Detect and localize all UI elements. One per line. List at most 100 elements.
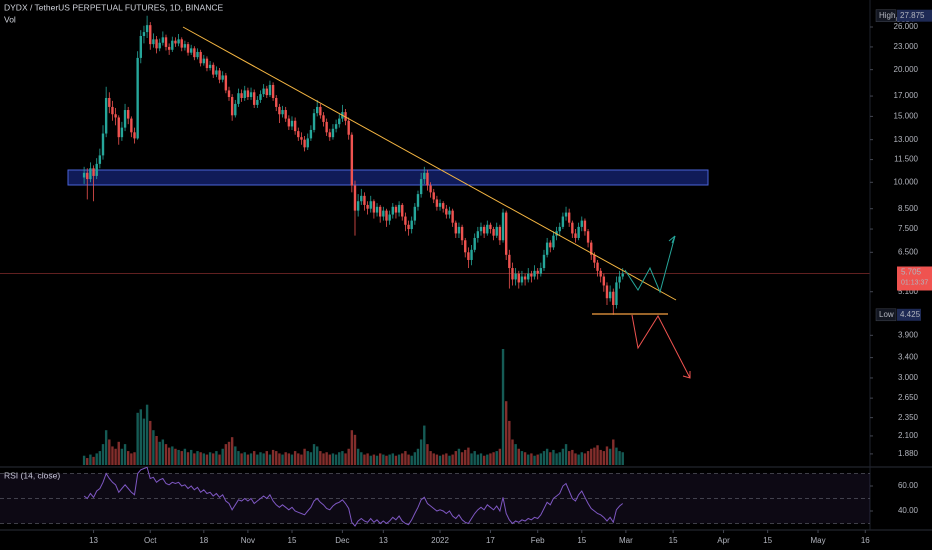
- candle-body: [145, 25, 149, 33]
- volume-bar: [199, 452, 202, 465]
- candle-body: [536, 270, 539, 274]
- volume-bar: [486, 454, 489, 465]
- candle-body: [227, 90, 231, 98]
- y-tick-label: 2.350: [898, 413, 919, 422]
- candle-body: [252, 92, 256, 105]
- low-value: 4.425: [900, 310, 921, 319]
- candle-body: [514, 273, 517, 280]
- volume-bar: [101, 444, 105, 465]
- candle-body: [530, 273, 533, 277]
- volume-bar: [394, 455, 398, 465]
- x-tick-label: Feb: [531, 536, 545, 545]
- x-tick-label: 15: [577, 536, 586, 545]
- candle-body: [366, 204, 369, 209]
- high-tag-label: High: [879, 11, 895, 20]
- candle-body: [243, 90, 246, 98]
- candle-body: [574, 233, 577, 238]
- volume-bar: [517, 448, 520, 465]
- x-tick-label: 17: [486, 536, 495, 545]
- volume-bar: [426, 444, 429, 465]
- volume-bar: [438, 455, 442, 465]
- candle-body: [183, 44, 187, 48]
- candle-body: [571, 222, 574, 234]
- volume-bar: [391, 453, 394, 465]
- volume-bar: [334, 454, 338, 465]
- volume-bar: [413, 452, 417, 465]
- high-value: 27.875: [900, 11, 925, 20]
- x-tick-label: 15: [288, 536, 297, 545]
- trend-line: [182, 26, 677, 301]
- candle-body: [353, 185, 357, 211]
- y-tick-label: 26.000: [894, 22, 919, 31]
- candle-body: [564, 212, 568, 217]
- candle-body: [608, 291, 612, 299]
- candle-body: [275, 97, 278, 107]
- volume-bar: [309, 452, 313, 465]
- candle-body: [334, 124, 338, 129]
- candle-body: [174, 40, 177, 44]
- volume-bar: [378, 453, 382, 465]
- volume-bar: [423, 425, 426, 465]
- volume-bar: [338, 452, 341, 465]
- volume-bar: [372, 454, 376, 465]
- volume-bar: [464, 449, 467, 465]
- drawings: [67, 169, 709, 186]
- volume-bar: [432, 453, 435, 465]
- volume-bar: [183, 448, 187, 465]
- candle-body: [451, 210, 454, 223]
- bear-arrowhead: [682, 371, 691, 379]
- candle-body: [605, 285, 609, 299]
- low-value-bg: [897, 308, 921, 321]
- candle-body: [432, 192, 435, 200]
- candle-body: [486, 224, 489, 234]
- volume-bar: [82, 455, 86, 465]
- volume-bar: [281, 454, 284, 465]
- x-tick-label: Nov: [241, 536, 255, 545]
- volume-bar: [293, 451, 297, 465]
- volume-bar: [508, 420, 511, 465]
- volume-bar: [240, 453, 243, 465]
- candle-body: [511, 268, 514, 280]
- chart-title: DYDX / TetherUS PERPETUAL FUTURES, 1D, B…: [4, 2, 223, 12]
- volume-bar: [353, 434, 357, 465]
- candle-body: [523, 276, 527, 280]
- volume-bar: [278, 453, 281, 465]
- candle-body: [130, 118, 133, 133]
- candle-body: [155, 39, 158, 49]
- candle-body: [527, 273, 530, 280]
- volume-bar: [230, 437, 234, 465]
- candle-body: [482, 226, 486, 234]
- candle-body: [401, 204, 404, 217]
- candle-body: [230, 97, 234, 116]
- volume-bar: [300, 454, 303, 465]
- volume-bar: [149, 420, 152, 465]
- volume-bar: [375, 455, 379, 465]
- volume-bar: [445, 453, 448, 465]
- candle-body: [404, 216, 407, 225]
- candle-body: [372, 201, 376, 213]
- x-tick-label: 2022: [431, 536, 449, 545]
- x-tick-label: Mar: [619, 536, 633, 545]
- candle-body: [152, 39, 155, 45]
- volume-bar: [454, 451, 457, 465]
- volume-bar: [262, 453, 265, 465]
- volume-bar: [108, 439, 111, 465]
- candle-body: [457, 226, 461, 234]
- volume-bar: [495, 451, 498, 465]
- candle-body: [287, 118, 291, 127]
- candle-body: [347, 120, 350, 135]
- volume-bar: [224, 444, 228, 465]
- candle-body: [108, 97, 111, 107]
- volume-bar: [136, 412, 139, 465]
- y-tick-label: 6.500: [898, 247, 919, 256]
- volume-bar: [227, 441, 231, 465]
- candle-body: [423, 172, 426, 180]
- volume-bar: [419, 439, 423, 465]
- volume-bar: [482, 455, 486, 465]
- volume-bar: [448, 455, 451, 465]
- volume-bar: [331, 453, 335, 465]
- candle-body: [489, 224, 492, 230]
- candle-body: [473, 237, 476, 250]
- volume-bar: [621, 452, 624, 465]
- volume-bar: [139, 409, 143, 465]
